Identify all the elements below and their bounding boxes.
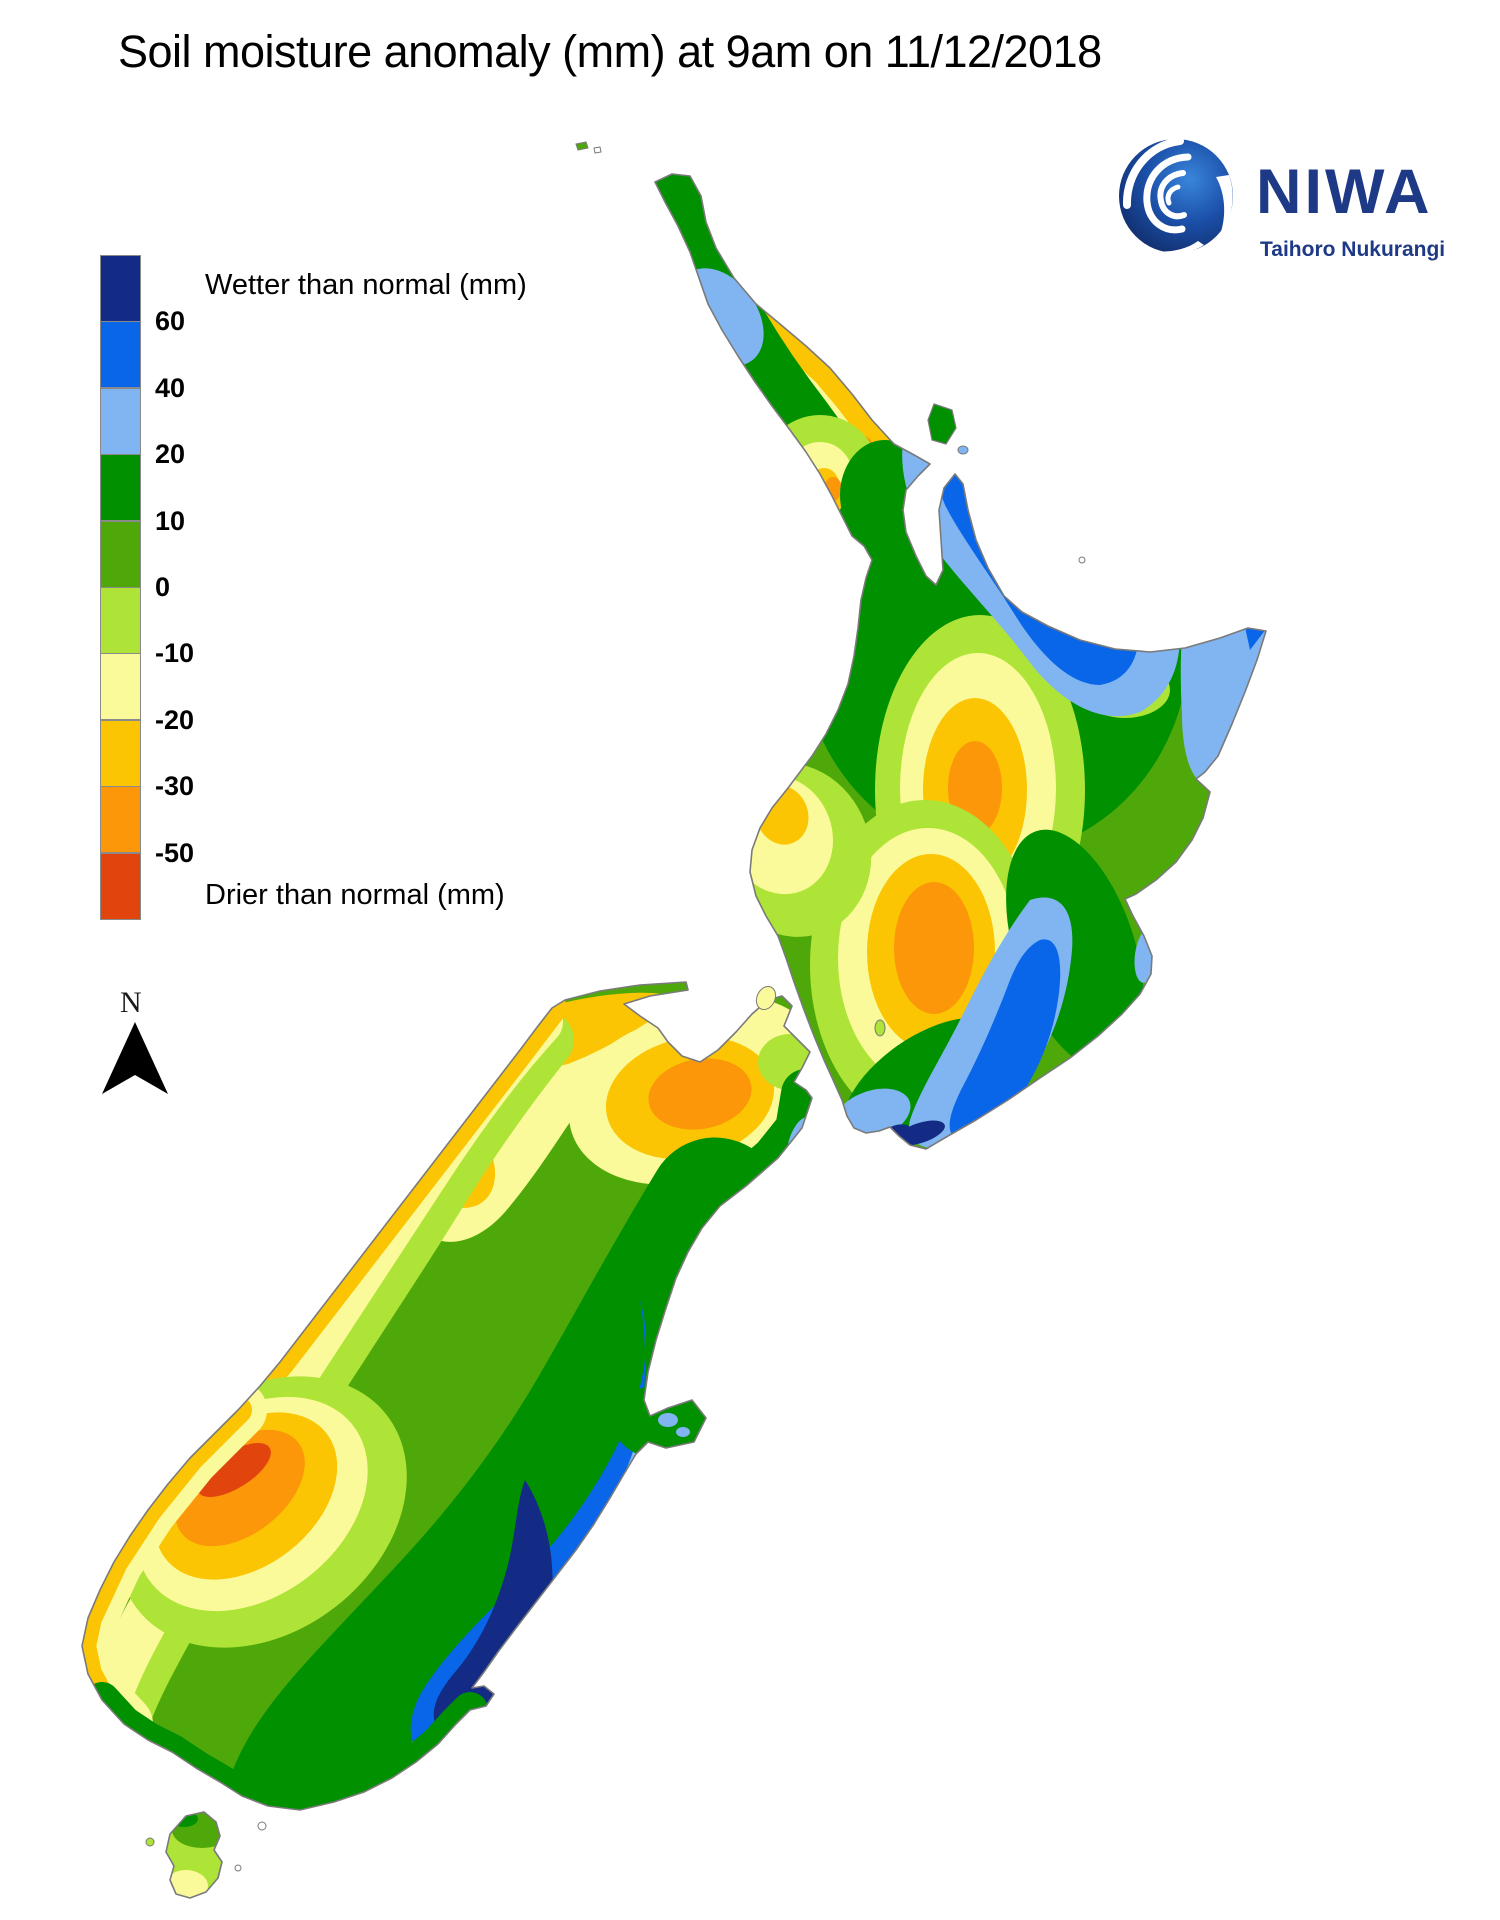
legend-tick-40: 40 (155, 372, 186, 403)
island-speck (593, 146, 602, 154)
contour-region (895, 1120, 945, 1146)
legend-swatch-7 (100, 719, 141, 787)
legend-swatch-2 (100, 387, 141, 455)
contour-region (803, 297, 827, 319)
island-ruapuke (257, 1821, 267, 1831)
legend-swatch-3 (100, 454, 141, 522)
island-speck (957, 445, 969, 455)
legend-tick--50: -50 (155, 837, 195, 868)
niwa-tagline: Taihoro Nukurangi (1260, 238, 1446, 261)
legend-swatch-8 (100, 786, 141, 854)
island-great-barrier (927, 403, 957, 445)
legend-drier-label: Drier than normal (mm) (205, 879, 505, 911)
niwa-wordmark: NIWA (1256, 157, 1433, 227)
legend-swatch-5 (100, 587, 141, 654)
coastline-outline (81, 173, 1267, 1899)
legend-tick-0: 0 (155, 572, 171, 602)
legend-tick--30: -30 (155, 771, 195, 802)
legend-swatch-1 (100, 321, 141, 389)
offshore-islands (145, 141, 1086, 1872)
island-codfish (145, 1837, 155, 1847)
legend-wetter-label: Wetter than normal (mm) (205, 269, 527, 301)
island-speck (234, 1864, 242, 1872)
legend-swatch-0 (100, 255, 141, 322)
legend-tick-20: 20 (155, 439, 186, 470)
legend-swatch-6 (100, 653, 141, 721)
legend-tick-60: 60 (155, 306, 186, 337)
south-island (82, 982, 812, 1810)
legend-swatches (100, 255, 141, 920)
contour-region (655, 174, 694, 214)
stewart-island (166, 1812, 222, 1898)
contour-region (197, 1443, 271, 1497)
compass-north-label: N (120, 986, 142, 1019)
contour-region (172, 1812, 222, 1848)
page-title: Soil moisture anomaly (mm) at 9am on 11/… (118, 26, 1102, 77)
island-durville (755, 985, 777, 1011)
north-island (655, 174, 1266, 1149)
island-white (1078, 556, 1086, 564)
contour-region (894, 882, 974, 1014)
contour-region (1180, 600, 1266, 780)
contour-region (226, 1137, 783, 1810)
legend-tick--20: -20 (155, 704, 195, 735)
legend-tick--10: -10 (155, 638, 195, 669)
island-three-kings (575, 141, 589, 151)
north-arrow-icon (102, 1022, 168, 1094)
contour-region (658, 1413, 678, 1427)
legend-swatch-9 (100, 852, 141, 920)
island-kapiti (874, 1019, 886, 1037)
niwa-logo-icon (1119, 137, 1233, 255)
legend-ticks: 60 40 20 10 0 -10 -20 -30 -50 (155, 255, 245, 935)
legend-tick-10: 10 (155, 505, 186, 536)
legend-swatch-4 (100, 520, 141, 588)
contour-region (648, 1058, 752, 1130)
contour-region (949, 939, 1061, 1140)
contour-region (676, 1427, 690, 1437)
